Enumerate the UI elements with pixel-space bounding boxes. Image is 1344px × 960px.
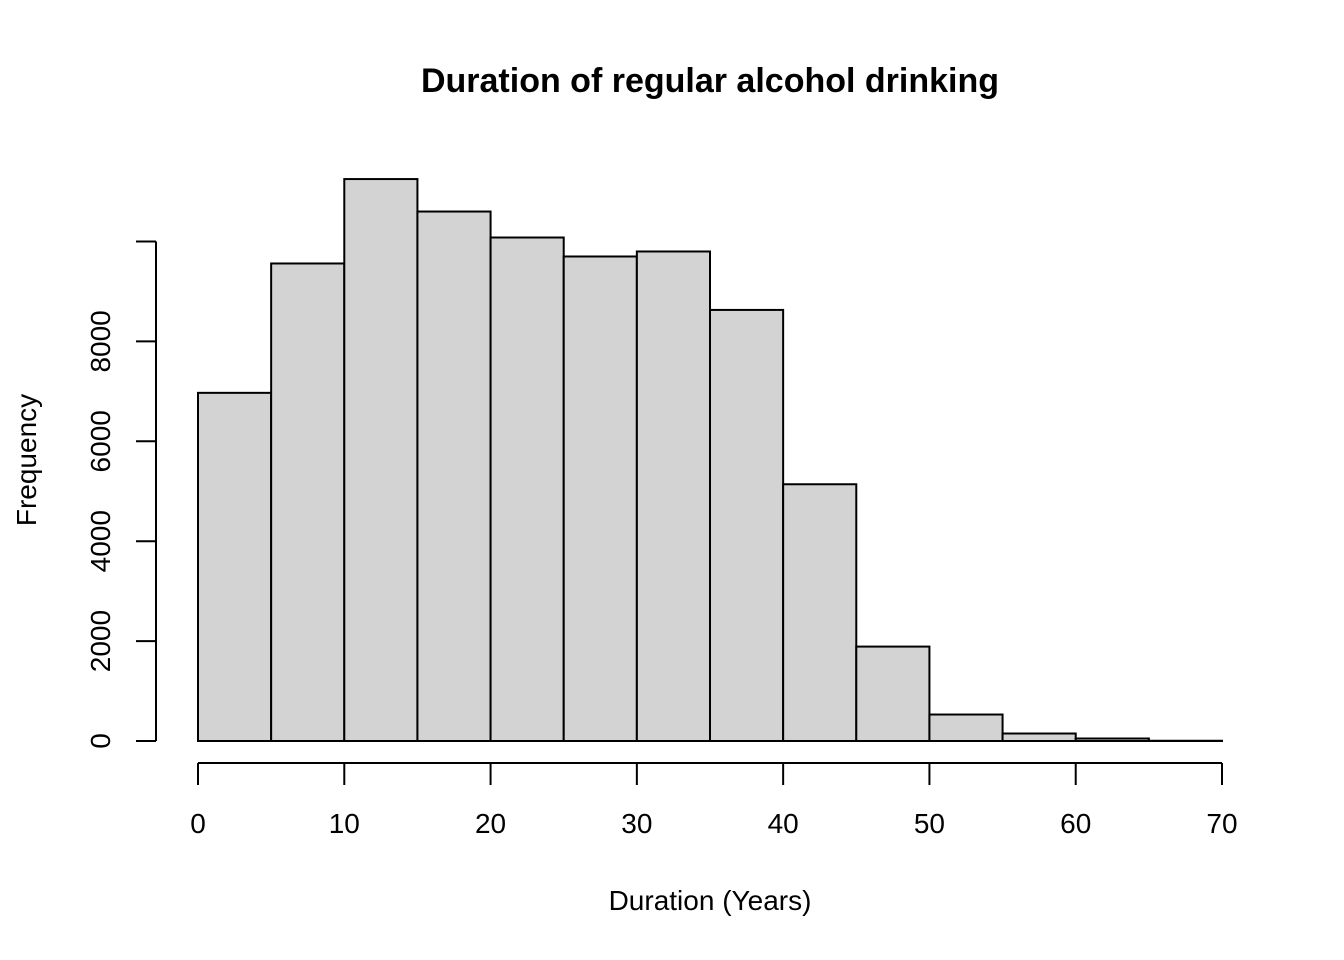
y-tick-label: 2000 <box>85 610 116 672</box>
chart-title: Duration of regular alcohol drinking <box>421 62 999 100</box>
histogram-bar <box>928 713 1004 742</box>
histogram-bar <box>782 483 858 742</box>
x-tick-label: 20 <box>475 808 506 839</box>
y-axis: 0 2000 4000 6000 8000 <box>85 240 157 749</box>
histogram-bar <box>1001 732 1077 743</box>
x-tick-label: 40 <box>768 808 799 839</box>
histogram-bar <box>635 250 711 743</box>
x-tick-label: 70 <box>1206 808 1237 839</box>
histogram-bar <box>343 178 419 742</box>
histogram-bar <box>855 645 931 742</box>
histogram-bar <box>562 255 638 742</box>
x-tick-label: 60 <box>1060 808 1091 839</box>
x-tick-label: 10 <box>329 808 360 839</box>
histogram-bar <box>416 210 492 742</box>
y-tick-label: 0 <box>85 733 116 749</box>
x-tick-label: 30 <box>621 808 652 839</box>
histogram-bar <box>709 308 785 742</box>
histogram-bar <box>270 262 346 742</box>
x-axis: 0 10 20 30 40 50 60 70 <box>190 762 1238 839</box>
y-tick-label: 8000 <box>85 310 116 372</box>
bars-group <box>197 178 1224 743</box>
histogram-bar <box>197 391 273 742</box>
y-tick-label: 4000 <box>85 510 116 572</box>
x-tick-label: 50 <box>914 808 945 839</box>
y-axis-label: Frequency <box>11 394 42 526</box>
y-tick-label: 6000 <box>85 410 116 472</box>
x-tick-label: 0 <box>190 808 206 839</box>
histogram-bar <box>489 236 565 742</box>
x-axis-label: Duration (Years) <box>609 885 812 916</box>
